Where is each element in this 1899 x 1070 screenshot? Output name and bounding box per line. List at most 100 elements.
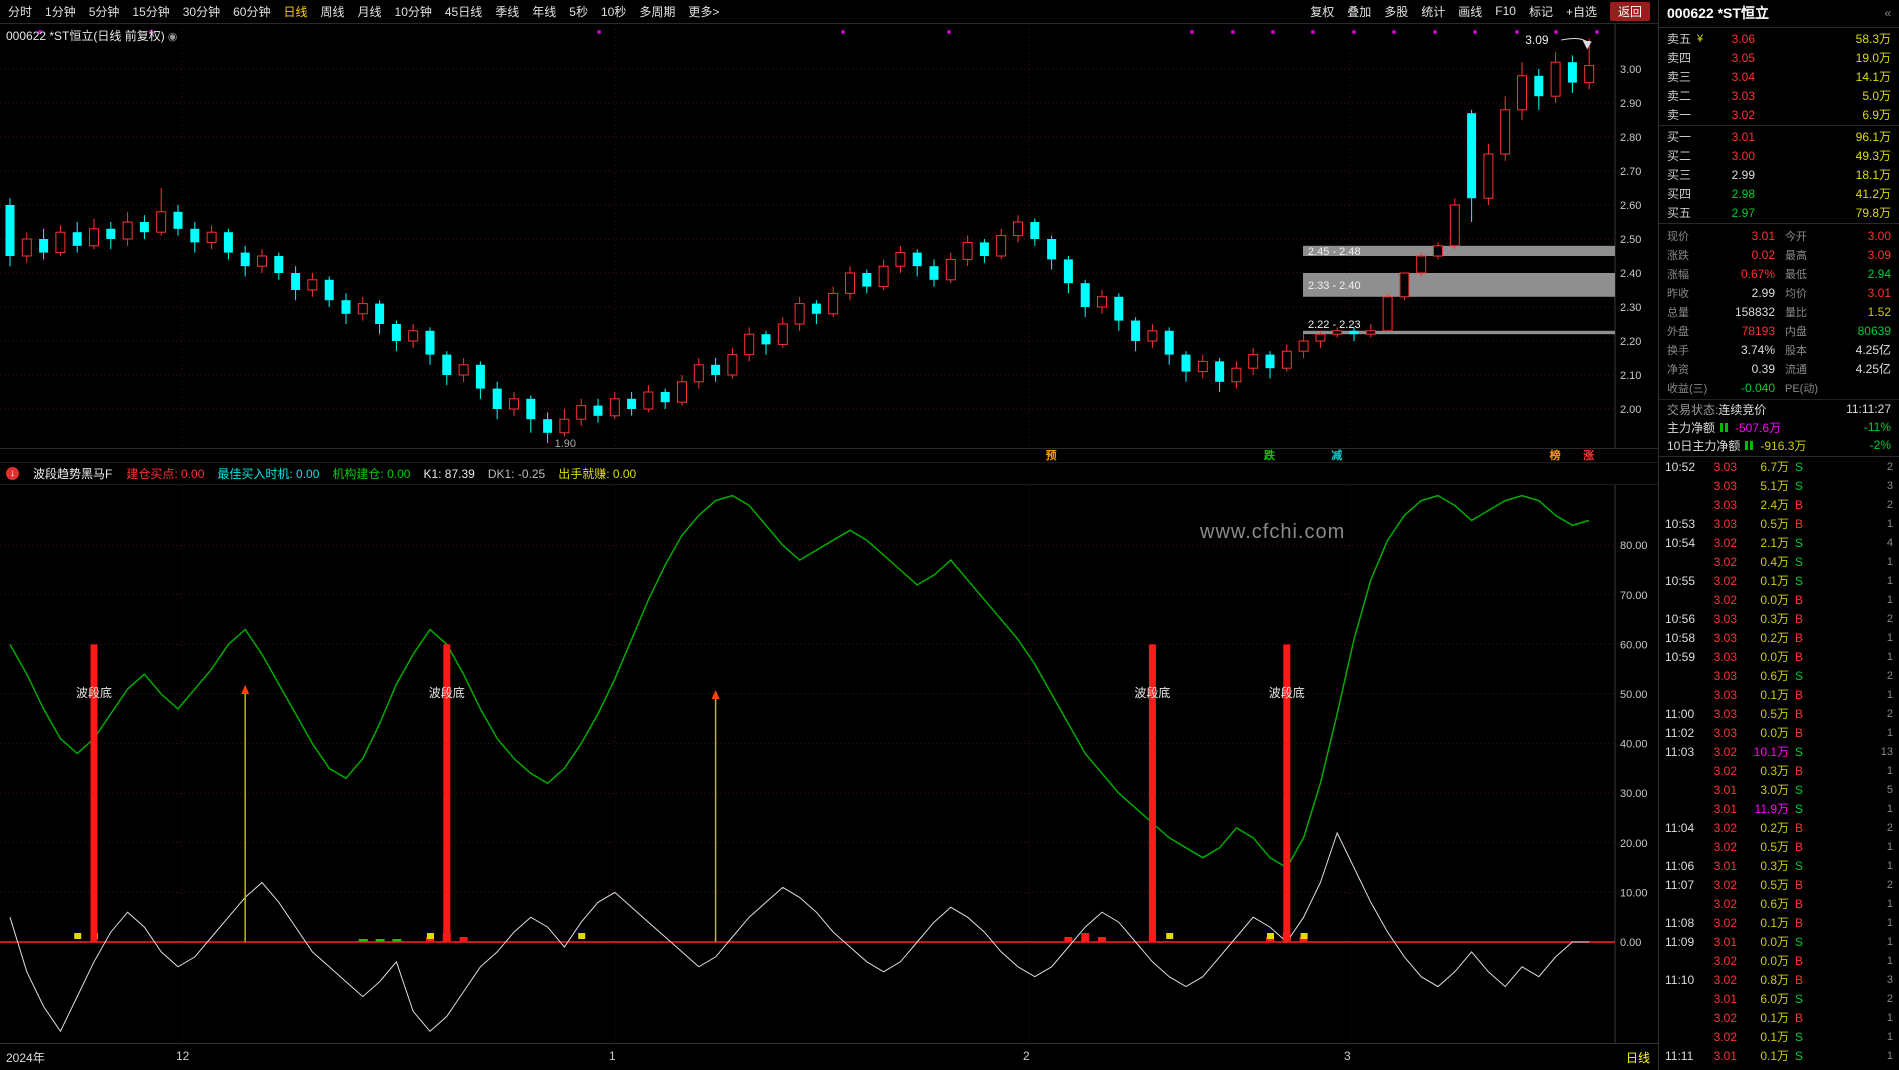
order-book-row: 卖三 3.04 14.1万: [1659, 67, 1899, 86]
period-tab[interactable]: 30分钟: [182, 4, 221, 19]
tick-count: 3: [1886, 479, 1893, 492]
period-tab[interactable]: 1分钟: [45, 4, 76, 19]
event-flag[interactable]: 预: [1045, 449, 1057, 462]
info-label: 总量: [1667, 306, 1689, 319]
tick-count: 1: [1886, 935, 1893, 948]
period-tab[interactable]: 周线: [320, 4, 345, 19]
tick-count: 2: [1886, 612, 1893, 625]
tick-price: 3.03: [1713, 497, 1737, 512]
tick-row: 3.03 2.4万 B 2: [1659, 495, 1899, 514]
info-label: 换手: [1667, 344, 1689, 357]
x-axis: 2024年 12 1 2 3 日线: [0, 1043, 1658, 1070]
svg-text:20.00: 20.00: [1620, 838, 1648, 850]
book-level-label: 卖一: [1667, 108, 1692, 122]
indicator-svg[interactable]: 80.00 70.00 60.00 50.00 40.00 30.00 20.00 10.00…: [0, 485, 1659, 1044]
order-book-row: 卖五 ¥3.06 58.3万: [1659, 29, 1899, 48]
info-value: 0.67%: [1740, 266, 1775, 281]
tick-time: 11:11: [1665, 1048, 1694, 1063]
tick-row: 10:55 3.02 0.1万 S 1: [1659, 571, 1899, 590]
indicator-field: 出手就赚: 0.00: [558, 467, 637, 482]
main-net-label: 主力净额: [1667, 420, 1716, 435]
period-tab[interactable]: 分时: [8, 4, 33, 19]
info-row: 换手 3.74% 股本 4.25亿: [1659, 340, 1899, 359]
tool-button[interactable]: +自选: [1565, 4, 1597, 19]
period-tab[interactable]: 年线: [532, 4, 557, 19]
tick-time: 11:10: [1665, 972, 1695, 987]
book-price: 2.98: [1731, 186, 1755, 201]
info-label: 均价: [1785, 287, 1807, 300]
period-tab[interactable]: 月线: [357, 4, 382, 19]
tool-button[interactable]: 画线: [1458, 4, 1483, 19]
tick-count: 2: [1886, 669, 1893, 682]
tick-direction: B: [1794, 725, 1803, 740]
tool-button[interactable]: 标记: [1528, 4, 1553, 19]
tick-price: 3.03: [1713, 478, 1737, 493]
tool-button[interactable]: 统计: [1421, 4, 1446, 19]
sell-order-book: 卖五 ¥3.06 58.3万 卖四 3.05 19.0万 卖三 3.04 14.1万 卖二 3.03…: [1659, 28, 1899, 125]
period-tab[interactable]: 5秒: [569, 4, 588, 19]
tool-button[interactable]: 叠加: [1347, 4, 1372, 19]
eye-icon[interactable]: ◉: [167, 30, 178, 43]
stock-info-grid: 现价 3.01 今开 3.00 涨跌 0.02 最高 3.09 涨幅 0.67% 最低 2.94 昨收 2…: [1659, 224, 1899, 399]
period-tab[interactable]: 10分钟: [394, 4, 432, 19]
main-chart-svg[interactable]: 3.00 2.90 2.80 2.70 2.60 2.50 2.40 2.30 2.20 2.10…: [0, 23, 1659, 448]
event-flag[interactable]: 跌: [1264, 449, 1275, 462]
indicator-icon[interactable]: ↓: [6, 467, 19, 481]
axis-period-label[interactable]: 日线: [1625, 1051, 1650, 1066]
order-book-row: 买四 2.98 41.2万: [1659, 184, 1899, 203]
info-value: 3.74%: [1740, 342, 1775, 357]
period-tab[interactable]: 日线: [283, 4, 308, 19]
tick-direction: S: [1794, 535, 1803, 550]
trade-status-row: 交易状态: 连续竞价 11:11:27: [1659, 399, 1899, 418]
trade-status-label: 交易状态:: [1667, 402, 1719, 417]
book-price: 2.99: [1731, 167, 1755, 182]
period-tab[interactable]: 60分钟: [233, 4, 271, 19]
tool-button[interactable]: 多股: [1384, 4, 1409, 19]
tick-volume: 0.5万: [1760, 840, 1789, 854]
period-tab[interactable]: 更多>: [688, 4, 720, 19]
period-tab[interactable]: 季线: [495, 4, 520, 19]
svg-text:2.40: 2.40: [1620, 268, 1641, 280]
info-divider: [1659, 223, 1899, 224]
tick-volume: 0.0万: [1760, 726, 1789, 740]
period-tab[interactable]: 5分钟: [88, 4, 120, 19]
tick-direction: B: [1794, 687, 1803, 702]
tick-price: 3.03: [1713, 668, 1737, 683]
info-value: 1.52: [1867, 304, 1891, 319]
tool-button[interactable]: F10: [1495, 4, 1516, 19]
svg-text:0.00: 0.00: [1620, 937, 1641, 949]
tick-price: 3.02: [1713, 573, 1737, 588]
tick-volume: 0.0万: [1760, 935, 1789, 949]
tick-volume: 0.2万: [1760, 631, 1789, 645]
period-tab[interactable]: 15分钟: [132, 4, 170, 19]
event-flag[interactable]: 榜: [1549, 449, 1561, 462]
book-volume: 49.3万: [1855, 149, 1891, 163]
tick-price: 3.01: [1713, 991, 1737, 1006]
info-row: 净资 0.39 流通 4.25亿: [1659, 359, 1899, 378]
back-button[interactable]: 返回: [1609, 1, 1650, 21]
event-flag[interactable]: 涨: [1583, 449, 1595, 462]
indicator-header: ↓ 波段趋势黑马F 建仓买点: 0.00 最佳买入时机: 0.00 机构建仓: 0.…: [0, 462, 1658, 486]
info-value: 4.25亿: [1855, 343, 1891, 357]
indicator-chart[interactable]: www.cfchi.com 80.00 70.00 60.00 50.00 40.00 3…: [0, 485, 1659, 1044]
book-price: 3.05: [1731, 50, 1755, 65]
tick-volume: 0.3万: [1760, 612, 1789, 626]
info-label: 股本: [1785, 344, 1807, 357]
panel-collapse-icon[interactable]: «: [1884, 6, 1891, 20]
period-tab[interactable]: 10秒: [600, 4, 627, 19]
svg-text:1.90: 1.90: [555, 438, 576, 448]
period-tabs: 分时 1分钟 5分钟 15分钟 30分钟 60分钟 日线 周线 月线 10分钟 45日线 季线 年线 5秒…: [8, 3, 719, 20]
tick-time: 10:54: [1665, 535, 1696, 550]
tool-button[interactable]: 复权: [1310, 4, 1335, 19]
svg-text:50.00: 50.00: [1620, 689, 1648, 701]
svg-text:2.00: 2.00: [1620, 404, 1641, 416]
svg-text:2.80: 2.80: [1620, 132, 1641, 144]
period-tab[interactable]: 45日线: [444, 4, 483, 19]
trade-tick-list[interactable]: 10:52 3.03 6.7万 S 2 3.03 5.1万 S 3 3.03 2.4万 B 2 10:53…: [1659, 456, 1899, 1070]
event-flag[interactable]: 减: [1331, 449, 1343, 462]
period-tab[interactable]: 多周期: [639, 4, 676, 19]
info-label: 现价: [1667, 230, 1689, 243]
main-chart[interactable]: 000622 *ST恒立(日线 前复权) ◉ 3.00 2.90 2.80 2.70 2.…: [0, 23, 1659, 448]
order-book-row: 买三 2.99 18.1万: [1659, 165, 1899, 184]
